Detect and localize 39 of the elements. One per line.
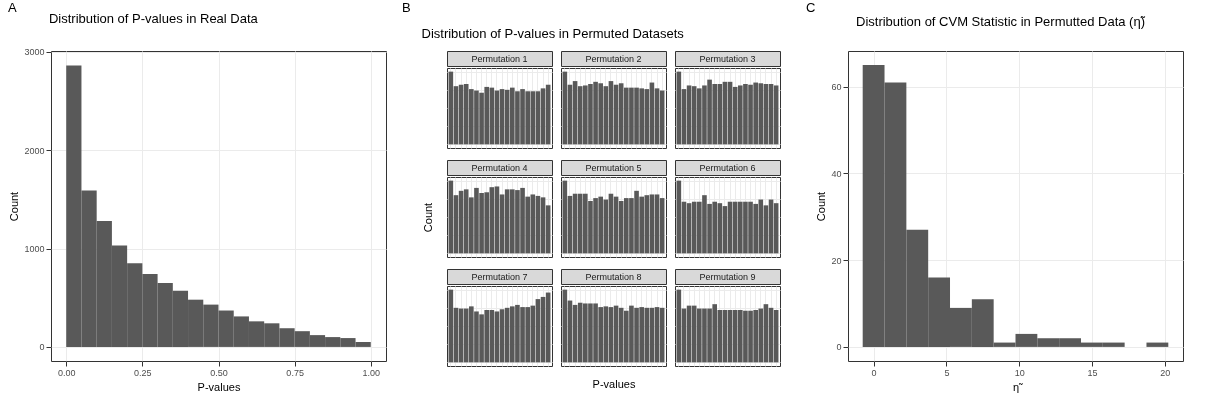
y-tick-label: 3000 — [24, 47, 45, 58]
y-tick-label: 60 — [831, 82, 842, 93]
x-axis-title: P-values — [592, 377, 636, 390]
x-tick-label: 5 — [944, 367, 950, 378]
x-tick-label: 0.25 — [134, 367, 152, 378]
x-tick-label: 15 — [1087, 367, 1098, 378]
x-tick-label: 0.50 — [210, 367, 228, 378]
chart-title: Distribution of CVM Statistic in Permutted Data (η̃) — [855, 14, 1146, 29]
chart-title: Permutation 2 — [585, 53, 642, 64]
y-tick-label: 40 — [831, 168, 842, 179]
x-axis-title: η̃ — [1012, 380, 1024, 393]
chart-title: Permutation 8 — [585, 271, 642, 282]
x-tick-label: 20 — [1160, 367, 1171, 378]
chart-title: Distribution of P-values in Real Data — [48, 10, 259, 26]
y-tick-label: 1000 — [24, 244, 45, 255]
y-axis-title: Count — [8, 191, 21, 222]
x-axis-title: P-values — [197, 380, 241, 393]
chart-title: Permutation 3 — [699, 53, 756, 64]
text: C — [806, 0, 816, 15]
y-axis-title: Count — [815, 191, 828, 222]
chart-title: Permutation 6 — [699, 162, 756, 173]
y-axis-title: Count — [421, 202, 434, 233]
x-tick-label: 1.00 — [362, 367, 381, 378]
chart-title: Permutation 4 — [471, 162, 528, 173]
chart-title: Permutation 1 — [471, 53, 528, 64]
x-tick-label: 10 — [1014, 367, 1025, 378]
y-tick-label: 0 — [39, 342, 45, 353]
y-tick-label: 0 — [836, 342, 842, 353]
y-tick-label: 2000 — [24, 145, 45, 156]
x-tick-label: 0.75 — [286, 367, 304, 378]
text: A — [8, 0, 17, 15]
chart-title: Permutation 9 — [699, 271, 756, 282]
x-tick-label: 0 — [871, 367, 877, 378]
x-tick-label: 0.00 — [57, 367, 76, 378]
chart-title: Permutation 7 — [471, 271, 528, 282]
text: B — [402, 0, 411, 15]
chart-title: Permutation 5 — [585, 162, 642, 173]
y-tick-label: 20 — [831, 255, 842, 266]
text: Distribution of P-values in Permuted Datasets — [421, 25, 685, 41]
